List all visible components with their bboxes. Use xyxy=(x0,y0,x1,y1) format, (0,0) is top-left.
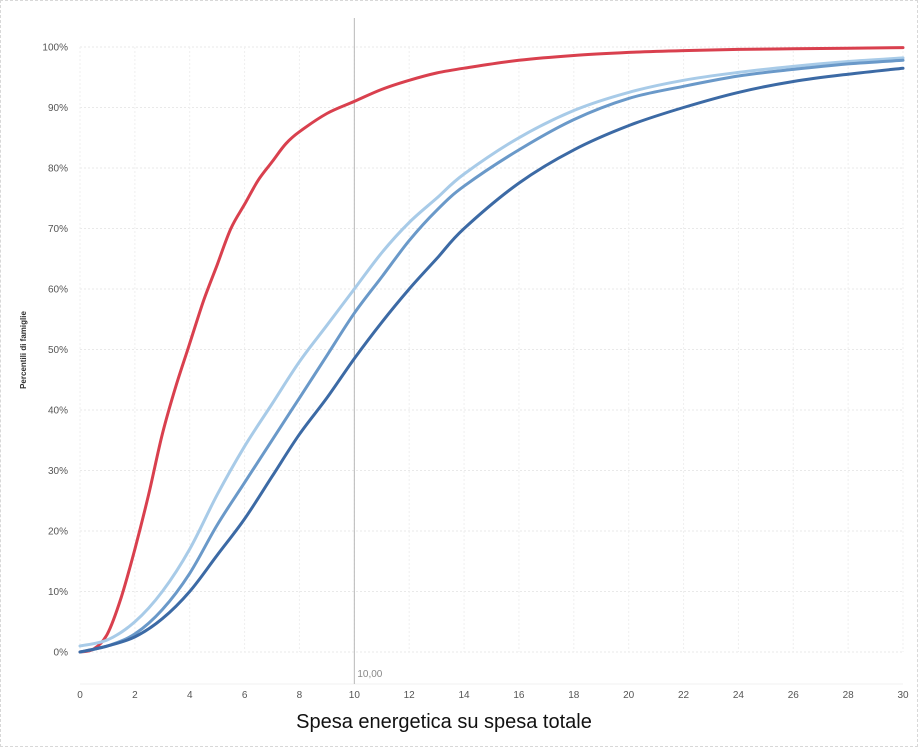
y-tick-label: 70% xyxy=(48,224,68,235)
x-tick-label: 10 xyxy=(349,690,361,701)
y-tick-label: 80% xyxy=(48,164,68,175)
y-tick-label: 0% xyxy=(54,648,69,659)
x-tick-label: 30 xyxy=(897,690,909,701)
y-tick-label: 60% xyxy=(48,285,68,296)
series-lines xyxy=(78,46,905,654)
x-tick-label: 24 xyxy=(733,690,745,701)
y-tick-label: 30% xyxy=(48,466,68,477)
series-line-4 xyxy=(78,66,905,654)
x-tick-label: 8 xyxy=(297,690,303,701)
x-axis-title: Spesa energetica su spesa totale xyxy=(296,711,592,733)
y-axis-label: Percentili di famiglie xyxy=(19,311,28,389)
gridlines xyxy=(79,46,904,653)
series-line-1 xyxy=(78,46,905,654)
x-tick-label: 22 xyxy=(678,690,690,701)
x-tick-label: 6 xyxy=(242,690,248,701)
series-line-3 xyxy=(78,58,905,654)
x-tick-label: 16 xyxy=(513,690,525,701)
y-tick-label: 50% xyxy=(48,345,68,356)
x-tick-label: 2 xyxy=(132,690,138,701)
series-line-2 xyxy=(78,56,905,648)
x-tick-label: 20 xyxy=(623,690,635,701)
y-tick-label: 90% xyxy=(48,103,68,114)
x-tick-label: 4 xyxy=(187,690,193,701)
x-tick-label: 0 xyxy=(77,690,83,701)
y-tick-label: 20% xyxy=(48,527,68,538)
x-tick-label: 12 xyxy=(404,690,416,701)
x-axis-ticks: 0 2 4 6 8 10 12 14 16 18 20 22 24 26 28 30 xyxy=(77,690,909,701)
x-tick-label: 26 xyxy=(788,690,800,701)
y-tick-label: 100% xyxy=(42,43,68,54)
y-tick-label: 40% xyxy=(48,406,68,417)
reference-line-label: 10,00 xyxy=(357,669,382,680)
x-tick-label: 28 xyxy=(843,690,855,701)
y-axis-ticks: 0% 10% 20% 30% 40% 50% 60% 70% 80% 90% 100% xyxy=(42,43,68,659)
x-tick-label: 14 xyxy=(459,690,471,701)
y-tick-label: 10% xyxy=(48,587,68,598)
x-tick-label: 18 xyxy=(568,690,580,701)
